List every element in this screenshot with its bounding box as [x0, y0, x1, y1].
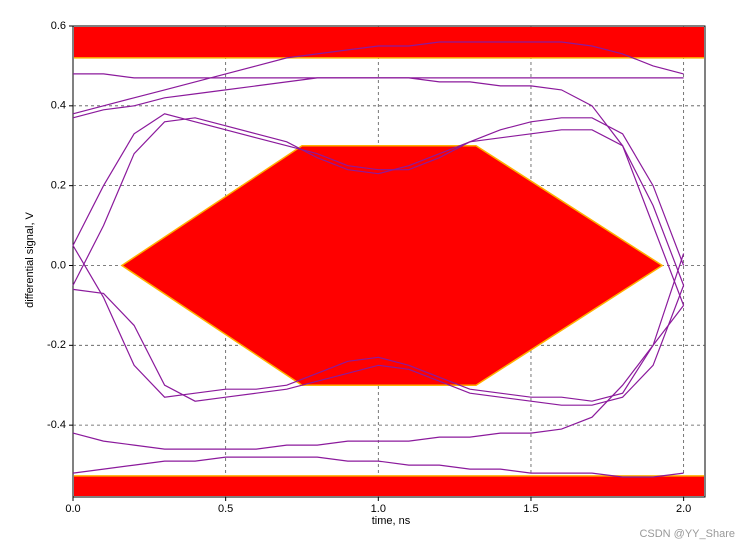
y-tick-label: 0.6: [51, 20, 66, 32]
x-tick-label: 0.5: [218, 503, 233, 515]
trace: [72, 77, 685, 306]
y-tick-label: 0.0: [51, 259, 66, 271]
trace: [72, 305, 685, 450]
trace: [72, 456, 684, 478]
y-tick-label: -0.2: [47, 339, 66, 351]
mask-top: [74, 27, 704, 58]
x-tick-label: 1.0: [371, 503, 386, 515]
x-tick-label: 1.5: [523, 503, 538, 515]
trace: [72, 117, 685, 286]
trace: [72, 41, 684, 115]
mask-bottom: [74, 475, 704, 496]
watermark: CSDN @YY_Share: [639, 528, 735, 540]
trace: [72, 245, 685, 402]
trace: [72, 285, 685, 406]
y-tick-label: 0.2: [51, 180, 66, 192]
x-axis-label: time, ns: [372, 515, 411, 527]
x-tick-label: 2.0: [676, 503, 691, 515]
y-axis-label: differential signal, V: [24, 211, 36, 307]
trace: [72, 113, 685, 266]
y-tick-label: -0.4: [47, 419, 66, 431]
x-tick-label: 0.0: [65, 503, 80, 515]
y-tick-label: 0.4: [51, 100, 66, 112]
